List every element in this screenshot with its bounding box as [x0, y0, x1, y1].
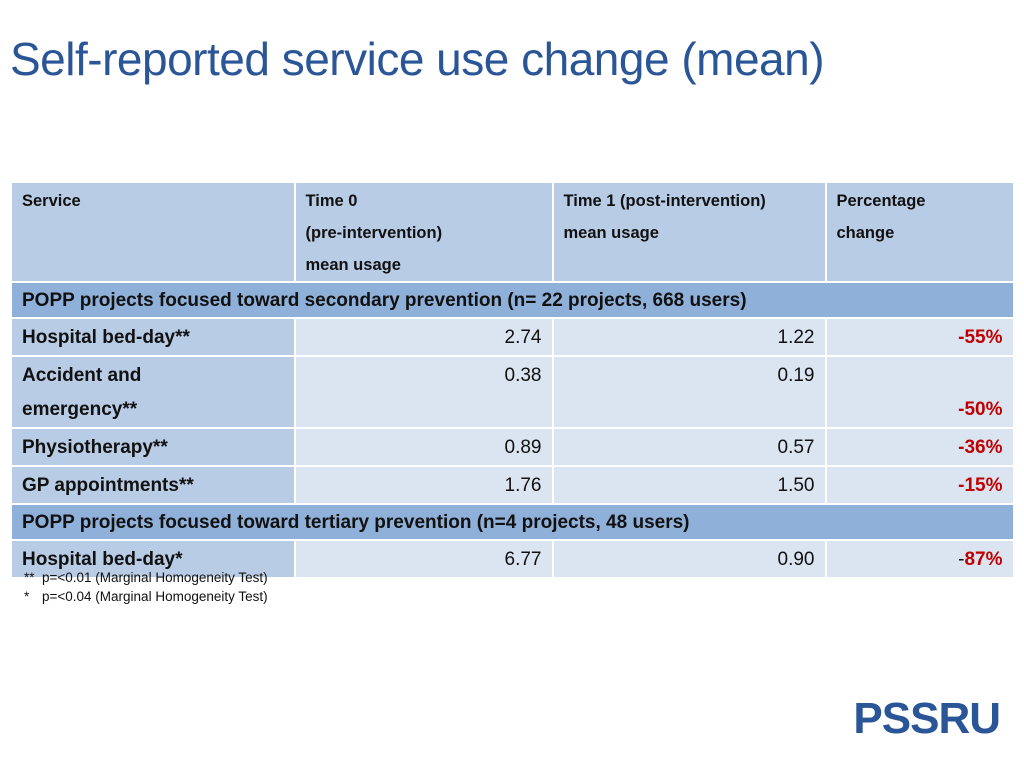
change-cell: -87%	[825, 539, 1015, 579]
footnote-marker: *	[24, 589, 30, 604]
header-text: Time 0	[305, 192, 358, 210]
table-row: Hospital bed-day** 2.74 1.22 -55%	[11, 317, 1015, 357]
header-percentage: Percentage change	[825, 181, 1015, 283]
header-text: Percentage	[836, 192, 926, 210]
header-service: Service	[11, 181, 296, 283]
footnote-text: p=<0.04 (Marginal Homogeneity Test)	[42, 589, 268, 604]
table-header-row: Service Time 0 (pre-intervention) mean u…	[11, 181, 1015, 283]
time0-cell: 6.77	[294, 539, 554, 579]
change-cell: -55%	[825, 317, 1015, 357]
footnote-text: p=<0.01 (Marginal Homogeneity Test)	[42, 570, 268, 585]
time0-cell: 2.74	[294, 317, 554, 357]
change-cell: -15%	[825, 465, 1015, 505]
time1-cell: 1.50	[552, 465, 827, 505]
table-row: Accident and emergency** 0.38 0.19 -50%	[11, 355, 1015, 429]
section-label: POPP projects focused toward tertiary pr…	[11, 503, 1015, 541]
time0-cell: 0.89	[294, 427, 554, 467]
header-text: mean usage	[305, 256, 401, 274]
footnote: ** p=<0.01 (Marginal Homogeneity Test)	[24, 568, 268, 587]
page-title: Self-reported service use change (mean)	[10, 33, 825, 85]
service-cell: Hospital bed-day**	[11, 317, 296, 357]
service-cell: Hospital bed-day*	[11, 539, 296, 579]
section-row-tertiary: POPP projects focused toward tertiary pr…	[11, 503, 1015, 541]
service-cell: Physiotherapy**	[11, 427, 296, 467]
change-cell: -36%	[825, 427, 1015, 467]
header-text: Service	[22, 192, 81, 210]
header-time0: Time 0 (pre-intervention) mean usage	[294, 181, 554, 283]
header-text: (pre-intervention)	[305, 224, 443, 242]
time1-cell: 0.90	[552, 539, 827, 579]
section-label: POPP projects focused toward secondary p…	[11, 281, 1015, 319]
header-text: mean usage	[563, 224, 659, 242]
header-text: Time 1 (post-intervention)	[563, 192, 766, 210]
table-row: GP appointments** 1.76 1.50 -15%	[11, 465, 1015, 505]
header-text: change	[836, 224, 895, 242]
footnote-marker: **	[24, 570, 35, 585]
section-row-secondary: POPP projects focused toward secondary p…	[11, 281, 1015, 319]
table-row: Hospital bed-day* 6.77 0.90 -87%	[11, 539, 1015, 579]
pssru-logo: PSSRU	[853, 694, 1001, 743]
change-value: 87%	[964, 549, 1003, 570]
service-use-table: Service Time 0 (pre-intervention) mean u…	[11, 181, 1015, 579]
time1-cell: 1.22	[552, 317, 827, 357]
table-row: Physiotherapy** 0.89 0.57 -36%	[11, 427, 1015, 467]
service-cell: Accident and emergency**	[11, 355, 296, 429]
footnote: * p=<0.04 (Marginal Homogeneity Test)	[24, 587, 268, 606]
footnotes: ** p=<0.01 (Marginal Homogeneity Test) *…	[24, 568, 268, 606]
service-cell: GP appointments**	[11, 465, 296, 505]
time0-cell: 0.38	[294, 355, 554, 429]
time1-cell: 0.57	[552, 427, 827, 467]
time0-cell: 1.76	[294, 465, 554, 505]
header-time1: Time 1 (post-intervention) mean usage	[552, 181, 827, 283]
change-prefix: -	[958, 549, 965, 570]
time1-cell: 0.19	[552, 355, 827, 429]
change-cell: -50%	[825, 355, 1015, 429]
